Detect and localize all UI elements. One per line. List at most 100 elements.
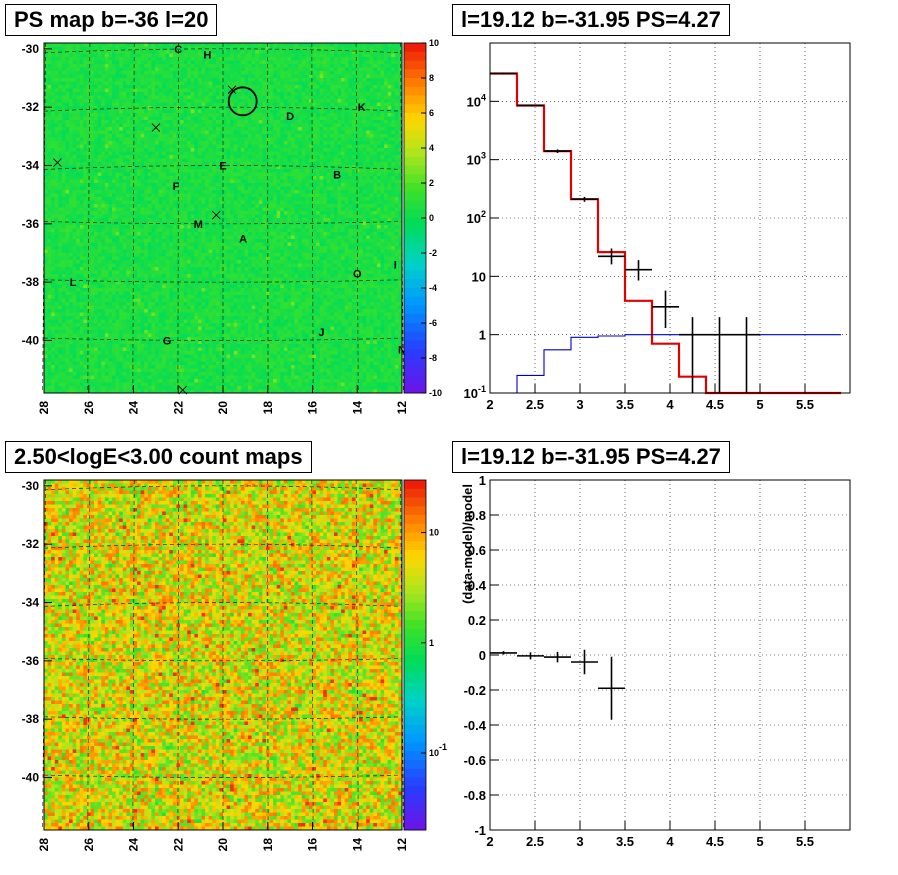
- heatmap-cell: [129, 95, 134, 100]
- heatmap-cell: [208, 242, 213, 247]
- heatmap-cell: [90, 361, 95, 366]
- heatmap-cell: [147, 130, 152, 135]
- heatmap-cell: [79, 235, 84, 240]
- heatmap-cell: [76, 85, 81, 89]
- heatmap-cell: [208, 113, 213, 117]
- heatmap-cell: [208, 344, 213, 348]
- heatmap-cell: [215, 85, 220, 89]
- heatmap-cell: [61, 260, 66, 264]
- heatmap-cell: [54, 372, 59, 376]
- heatmap-cell: [154, 50, 159, 54]
- heatmap-cell: [190, 316, 195, 320]
- heatmap-cell: [61, 214, 66, 219]
- heatmap-cell: [194, 302, 199, 306]
- heatmap-cell: [112, 333, 116, 338]
- heatmap-cell: [190, 109, 195, 114]
- heatmap-cell: [104, 144, 109, 149]
- heatmap-cell: [219, 365, 224, 369]
- heatmap-cell: [104, 46, 109, 51]
- heatmap-cell: [90, 235, 95, 240]
- heatmap-cell: [180, 270, 184, 275]
- heatmap-cell: [208, 291, 213, 296]
- heatmap-cell: [212, 95, 217, 100]
- heatmap-cell: [140, 379, 145, 383]
- heatmap-cell: [205, 302, 210, 306]
- heatmap-cell: [44, 148, 48, 152]
- heatmap-cell: [61, 274, 66, 278]
- heatmap-cell: [101, 123, 106, 128]
- heatmap-cell: [61, 358, 66, 362]
- heatmap-cell: [104, 337, 109, 341]
- heatmap-cell: [205, 246, 210, 250]
- heatmap-cell: [194, 43, 199, 47]
- heatmap-cell: [137, 78, 142, 82]
- heatmap-cell: [126, 127, 131, 131]
- heatmap-cell: [212, 232, 217, 236]
- heatmap-cell: [147, 340, 152, 345]
- heatmap-cell: [58, 186, 63, 191]
- heatmap-cell: [183, 64, 188, 68]
- heatmap-cell: [201, 305, 206, 310]
- heatmap-cell: [122, 333, 127, 338]
- heatmap-cell: [119, 361, 124, 366]
- heatmap-cell: [90, 372, 95, 376]
- heatmap-cell: [72, 109, 77, 114]
- heatmap-cell: [83, 221, 88, 226]
- heatmap-cell: [140, 144, 145, 149]
- heatmap-cell: [69, 354, 73, 359]
- heatmap-cell: [190, 277, 195, 282]
- heatmap-cell: [79, 302, 84, 306]
- heatmap-cell: [190, 151, 195, 156]
- heatmap-cell: [104, 134, 109, 138]
- heatmap-cell: [154, 347, 159, 352]
- heatmap-cell: [112, 340, 116, 345]
- heatmap-cell: [190, 155, 195, 159]
- heatmap-cell: [201, 46, 206, 51]
- heatmap-cell: [72, 235, 77, 240]
- heatmap-cell: [208, 218, 213, 222]
- heatmap-cell: [69, 158, 73, 163]
- heatmap-cell: [215, 109, 220, 114]
- heatmap-cell: [205, 207, 210, 212]
- heatmap-cell: [44, 354, 48, 359]
- heatmap-cell: [183, 148, 188, 152]
- heatmap-cell: [86, 347, 91, 352]
- heatmap-cell: [137, 340, 142, 345]
- heatmap-cell: [126, 172, 131, 177]
- heatmap-cell: [187, 256, 192, 261]
- heatmap-cell: [208, 176, 213, 180]
- heatmap-cell: [180, 204, 184, 208]
- heatmap-cell: [86, 361, 91, 366]
- heatmap-cell: [90, 221, 95, 226]
- heatmap-cell: [115, 249, 120, 254]
- heatmap-cell: [69, 148, 73, 152]
- heatmap-cell: [72, 50, 77, 54]
- heatmap-cell: [169, 183, 174, 187]
- heatmap-cell: [44, 372, 48, 376]
- heatmap-cell: [115, 211, 120, 215]
- heatmap-cell: [79, 127, 84, 131]
- heatmap-cell: [101, 53, 106, 58]
- heatmap-cell: [169, 204, 174, 208]
- heatmap-cell: [112, 284, 116, 289]
- heatmap-cell: [94, 291, 99, 296]
- heatmap-cell: [154, 298, 159, 303]
- heatmap-cell: [158, 239, 163, 243]
- heatmap-cell: [215, 74, 220, 79]
- heatmap-cell: [172, 214, 177, 219]
- heatmap-cell: [79, 246, 84, 250]
- heatmap-cell: [65, 330, 70, 334]
- heatmap-cell: [137, 288, 142, 292]
- heatmap-cell: [151, 225, 156, 229]
- heatmap-cell: [44, 155, 48, 159]
- heatmap-cell: [151, 323, 156, 327]
- heatmap-cell: [108, 193, 113, 198]
- heatmap-cell: [101, 141, 106, 145]
- heatmap-cell: [94, 358, 99, 362]
- heatmap-cell: [169, 312, 174, 317]
- heatmap-cell: [58, 137, 63, 142]
- heatmap-cell: [144, 225, 149, 229]
- heatmap-cell: [90, 81, 95, 86]
- heatmap-cell: [165, 151, 170, 156]
- heatmap-cell: [104, 305, 109, 310]
